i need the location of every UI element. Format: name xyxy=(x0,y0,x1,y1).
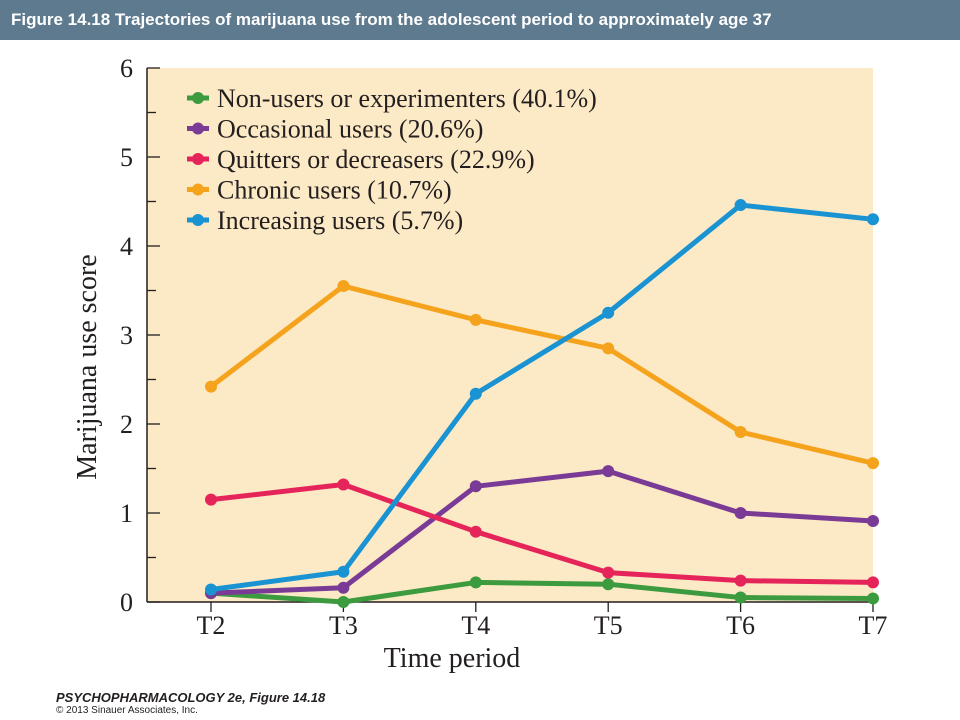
y-axis-label: Marijuana use score xyxy=(72,254,103,479)
credit: PSYCHOPHARMACOLOGY 2e, Figure 14.18 © 20… xyxy=(56,690,325,717)
data-point xyxy=(205,583,217,596)
x-tick-label: T5 xyxy=(594,611,623,640)
legend-swatch-marker xyxy=(192,183,204,196)
legend-label: Non-users or experimenters (40.1%) xyxy=(217,84,597,113)
y-tick-label: 2 xyxy=(120,410,133,439)
data-point xyxy=(734,591,747,604)
data-point xyxy=(602,306,615,319)
y-tick-label: 1 xyxy=(120,499,133,528)
data-point xyxy=(337,565,350,578)
legend-swatch-marker xyxy=(192,153,204,165)
data-point xyxy=(469,576,482,589)
data-point xyxy=(867,576,879,589)
x-axis-label: Time period xyxy=(384,643,521,674)
series-line xyxy=(210,202,874,593)
x-tick-label: T2 xyxy=(197,611,226,640)
legend-swatch-marker xyxy=(192,122,204,135)
legend-swatch-marker xyxy=(192,92,204,104)
data-point xyxy=(205,493,217,506)
data-point xyxy=(337,581,350,594)
data-point xyxy=(469,387,482,400)
x-tick-label: T7 xyxy=(859,611,888,640)
legend-label: Quitters or decreasers (22.9%) xyxy=(217,145,535,174)
data-point xyxy=(469,480,482,493)
data-point xyxy=(205,380,217,393)
data-point xyxy=(469,525,482,538)
legend: Non-users or experimenters (40.1%)Occasi… xyxy=(187,84,597,235)
data-point xyxy=(602,465,615,478)
legend-label: Increasing users (5.7%) xyxy=(217,206,463,235)
series-line xyxy=(209,283,874,466)
data-point xyxy=(734,507,747,519)
legend-swatch-marker xyxy=(192,214,204,226)
x-tick-label: T6 xyxy=(726,611,755,640)
data-point xyxy=(602,342,615,355)
data-point xyxy=(867,515,879,528)
data-point xyxy=(337,596,350,608)
legend-label: Occasional users (20.6%) xyxy=(217,115,483,144)
data-point xyxy=(337,280,350,293)
data-point xyxy=(867,457,879,470)
data-point xyxy=(602,566,615,579)
x-tick-label: T3 xyxy=(329,611,358,640)
series-line xyxy=(210,468,874,596)
series-line xyxy=(210,482,874,585)
y-tick-label: 0 xyxy=(120,588,133,617)
series-line xyxy=(210,579,874,605)
x-tick-label: T4 xyxy=(461,611,490,640)
series-lines xyxy=(205,199,879,608)
data-point xyxy=(867,213,879,226)
y-tick-label: 5 xyxy=(120,143,133,172)
data-point xyxy=(867,592,879,605)
line-chart: 0 1 2 3 4 5 6 T2 T3 T4 T5 T6 T7 Non-users or experim… xyxy=(72,54,887,674)
legend-label: Chronic users (10.7%) xyxy=(217,176,452,205)
data-point xyxy=(734,199,747,212)
data-point xyxy=(734,574,747,587)
data-point xyxy=(469,313,482,326)
y-tick-label: 3 xyxy=(120,321,133,350)
data-point xyxy=(337,478,350,491)
y-tick-label: 4 xyxy=(120,232,133,261)
data-point xyxy=(602,578,615,591)
credit-book: PSYCHOPHARMACOLOGY 2e, Figure 14.18 xyxy=(56,690,326,705)
axes: 0 1 2 3 4 5 6 T2 T3 T4 T5 T6 T7 xyxy=(120,54,887,640)
figure-title: Figure 14.18 Trajectories of marijuana u… xyxy=(0,0,960,40)
credit-copyright: © 2013 Sinauer Associates, Inc. xyxy=(56,705,198,716)
y-tick-label: 6 xyxy=(120,54,133,83)
data-point xyxy=(734,426,747,439)
